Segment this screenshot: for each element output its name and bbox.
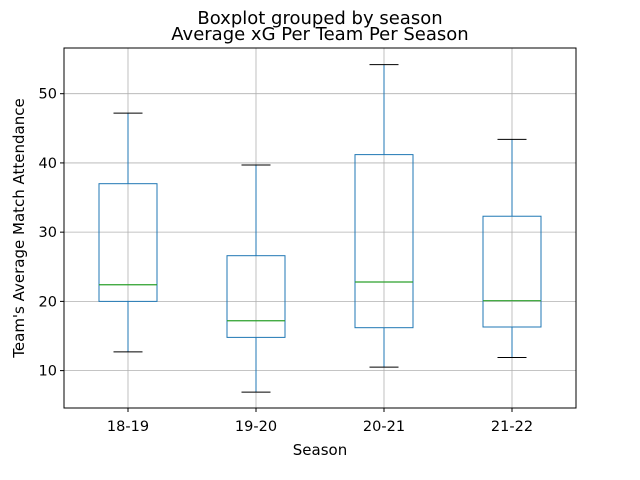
chart-suptitle: Boxplot grouped by season (197, 8, 442, 29)
y-axis-label: Team's Average Match Attendance (10, 98, 28, 358)
y-tick-label-40: 40 (39, 156, 57, 172)
box-20-21 (354, 64, 414, 368)
x-axis-ticks: 18-19 19-20 20-21 21-22 (107, 408, 533, 435)
x-axis-label: Season (293, 441, 347, 459)
y-axis-ticks: 10 20 30 40 50 (39, 87, 64, 380)
box-19-20 (226, 164, 286, 393)
x-tick-label-20-21: 20-21 (363, 419, 405, 435)
box-21-22 (482, 138, 542, 358)
y-tick-label-20: 20 (39, 294, 57, 310)
boxes (98, 64, 542, 393)
y-tick-label-30: 30 (39, 225, 57, 241)
iqr-box-21-22 (482, 215, 542, 328)
iqr-box-19-20 (226, 255, 286, 338)
grid-lines (64, 48, 576, 408)
y-tick-label-50: 50 (39, 87, 57, 103)
y-tick-label-10: 10 (39, 364, 57, 380)
x-tick-label-18-19: 18-19 (107, 419, 149, 435)
x-tick-label-19-20: 19-20 (235, 419, 277, 435)
box-18-19 (98, 112, 158, 353)
iqr-box-18-19 (98, 183, 158, 302)
chart-title: Average xG Per Team Per Season (171, 24, 468, 45)
iqr-box-20-21 (354, 154, 414, 329)
x-tick-label-21-22: 21-22 (491, 419, 533, 435)
plot-area-frame (63, 47, 577, 409)
